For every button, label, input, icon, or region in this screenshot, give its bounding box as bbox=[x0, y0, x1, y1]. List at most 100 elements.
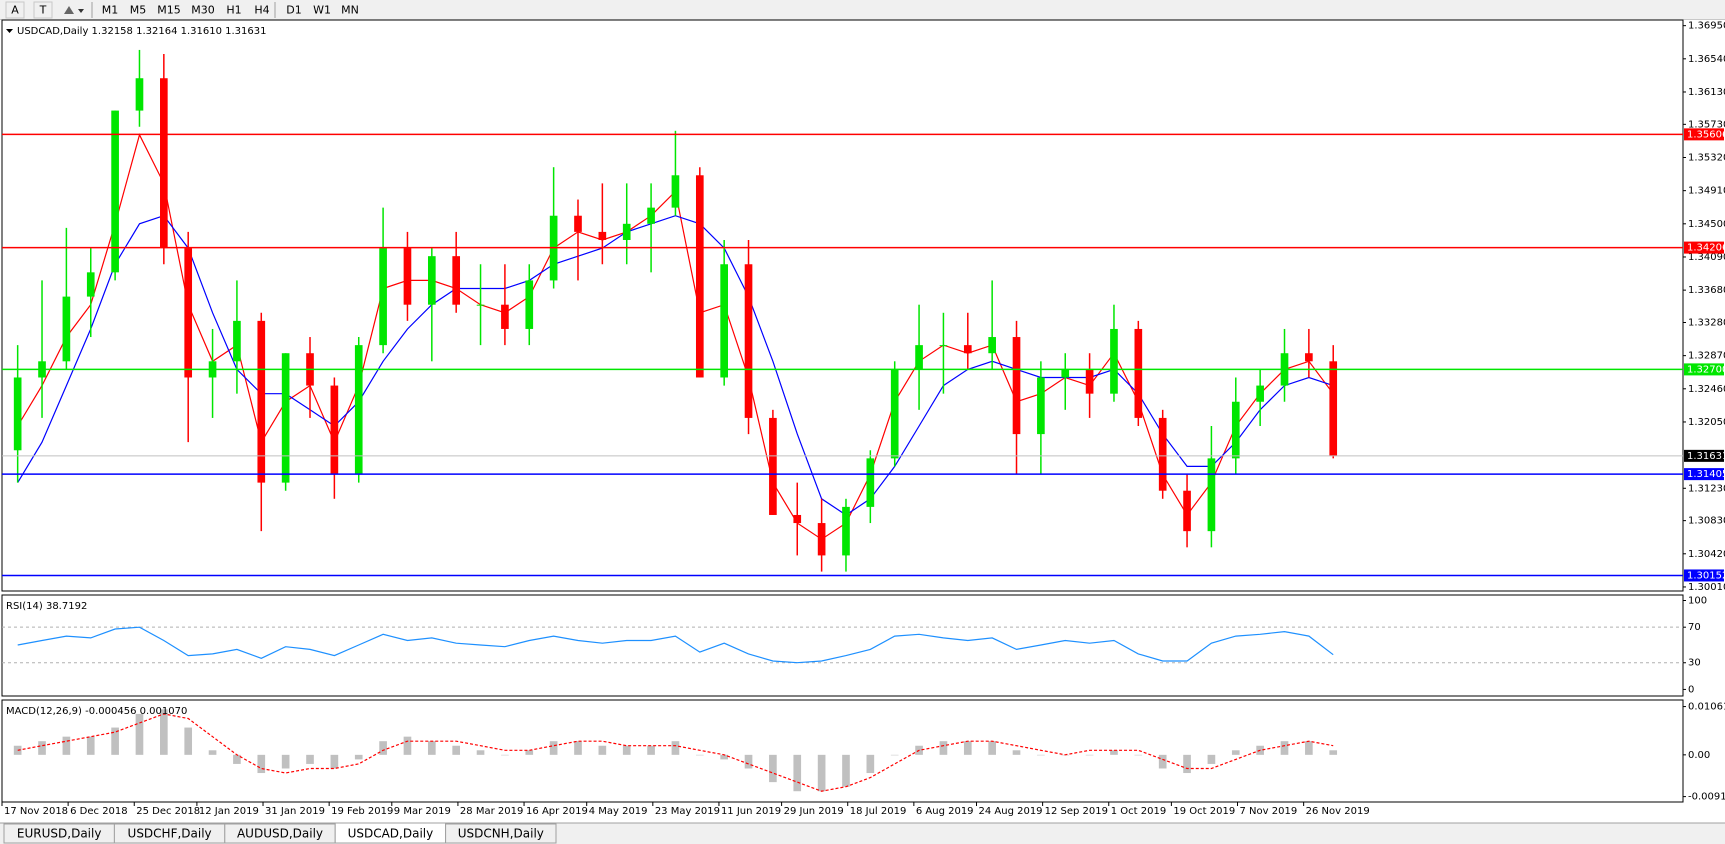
histogram-bar bbox=[281, 754, 290, 769]
histogram-bar bbox=[379, 741, 387, 755]
level-box bbox=[1684, 468, 1724, 481]
candle-body bbox=[1110, 328, 1118, 394]
histogram-bar bbox=[306, 754, 314, 764]
panel-frame bbox=[1, 594, 1684, 697]
candle-body bbox=[963, 345, 972, 354]
period-button[interactable]: D1 bbox=[286, 4, 301, 17]
histogram-bar bbox=[1134, 754, 1143, 756]
candle-body bbox=[233, 320, 241, 362]
histogram-bar bbox=[1012, 750, 1021, 755]
period-button[interactable]: M5 bbox=[130, 4, 147, 17]
histogram-bar bbox=[184, 727, 193, 755]
histogram-bar bbox=[1207, 754, 1216, 764]
y-tick-label: 100 bbox=[1688, 596, 1707, 607]
candle-body bbox=[160, 78, 168, 249]
tab-label[interactable]: USDCHF,Daily bbox=[128, 827, 212, 841]
candle-body bbox=[1061, 369, 1070, 378]
x-tick-label: 26 Nov 2019 bbox=[1306, 806, 1370, 817]
y-tick-label: 1.32460 bbox=[1688, 384, 1725, 395]
x-tick-label: 28 Mar 2019 bbox=[460, 806, 523, 817]
y-tick-label: 1.33680 bbox=[1688, 285, 1725, 296]
tool-label[interactable]: T bbox=[39, 4, 47, 17]
candle-body bbox=[988, 337, 996, 354]
y-tick-label: 1.35730 bbox=[1688, 119, 1725, 130]
histogram-bar bbox=[866, 754, 875, 774]
x-tick-label: 29 Jun 2019 bbox=[784, 806, 844, 817]
candle-body bbox=[257, 320, 266, 483]
tool-button[interactable] bbox=[5, 1, 25, 19]
y-tick-label: 1.36540 bbox=[1688, 54, 1725, 65]
toolbar bbox=[0, 0, 1725, 20]
y-tick-label: 1.34090 bbox=[1688, 252, 1725, 263]
level-box bbox=[1684, 241, 1724, 254]
period-button[interactable]: W1 bbox=[313, 4, 331, 17]
tool-label[interactable]: A bbox=[11, 4, 19, 17]
level-label: 1.34206 bbox=[1687, 243, 1725, 254]
period-button[interactable]: M30 bbox=[191, 4, 215, 17]
candle-body bbox=[720, 264, 728, 378]
period-button[interactable]: M1 bbox=[102, 4, 119, 17]
toolbar-items: A T M1 M5 M15 M30 H1 H4 D1 W1 MN bbox=[5, 1, 359, 19]
x-tick-label: 12 Jan 2019 bbox=[199, 806, 259, 817]
candle-body bbox=[915, 345, 923, 370]
candle-body bbox=[647, 207, 655, 224]
tab-label[interactable]: AUDUSD,Daily bbox=[237, 827, 323, 841]
plot bbox=[2, 626, 1683, 664]
histogram-bar bbox=[793, 754, 802, 792]
histogram-bar bbox=[135, 713, 144, 755]
histogram-bar bbox=[890, 754, 899, 756]
period-button[interactable]: H4 bbox=[254, 4, 269, 17]
period-button[interactable]: MN bbox=[341, 4, 359, 17]
candle-body bbox=[13, 377, 22, 451]
level-box bbox=[1684, 569, 1724, 582]
y-tick-label: 1.30010 bbox=[1688, 582, 1725, 593]
tab-label[interactable]: EURUSD,Daily bbox=[17, 827, 102, 841]
x-tick-label: 1 Oct 2019 bbox=[1111, 806, 1166, 817]
candle-body bbox=[1158, 417, 1167, 491]
period-button[interactable]: M15 bbox=[157, 4, 181, 17]
histogram-bar bbox=[647, 745, 655, 755]
candle-body bbox=[1207, 458, 1216, 532]
histogram-bar bbox=[769, 754, 777, 783]
histogram-bar bbox=[233, 754, 241, 764]
candle-body bbox=[501, 304, 509, 329]
tab[interactable] bbox=[445, 823, 557, 844]
histogram-bar bbox=[598, 745, 607, 755]
histogram-bar bbox=[1231, 750, 1240, 755]
histogram-bar bbox=[1305, 741, 1313, 755]
x-tick-label: 19 Feb 2019 bbox=[331, 806, 393, 817]
y-tick-label: 0.00 bbox=[1688, 750, 1710, 761]
tool-icon[interactable] bbox=[64, 6, 74, 14]
y-tick-label: 1.32050 bbox=[1688, 417, 1725, 428]
x-tick-label: 19 Oct 2019 bbox=[1173, 806, 1235, 817]
candle-body bbox=[184, 248, 193, 378]
y-tick-label: 0.010615 bbox=[1688, 702, 1725, 713]
histogram-bar bbox=[13, 745, 22, 755]
x-tick-label: 24 Aug 2019 bbox=[978, 806, 1042, 817]
title-arrow bbox=[6, 29, 13, 33]
histogram-bar bbox=[208, 750, 217, 755]
candle-body bbox=[354, 345, 363, 475]
histogram-bar bbox=[86, 736, 95, 755]
candle-body bbox=[403, 248, 412, 305]
tool-button[interactable] bbox=[33, 1, 53, 19]
x-tick-label: 12 Sep 2019 bbox=[1045, 806, 1108, 817]
tab-label[interactable]: USDCAD,Daily bbox=[348, 827, 434, 841]
y-tick-label: 1.30830 bbox=[1688, 516, 1725, 527]
histogram-bar bbox=[744, 754, 753, 769]
histogram-bar bbox=[1110, 750, 1118, 755]
panel-title: USDCAD,Daily 1.32158 1.32164 1.31610 1.3… bbox=[17, 26, 267, 37]
candle-body bbox=[793, 514, 802, 524]
candle-body bbox=[1329, 361, 1338, 456]
histogram-bar bbox=[501, 754, 509, 756]
level-label: 1.30152 bbox=[1687, 570, 1725, 581]
histogram-bar bbox=[62, 736, 71, 755]
y-tick-label: -0.009183 bbox=[1688, 792, 1725, 803]
histogram-bar bbox=[38, 741, 46, 755]
dropdown-arrow[interactable] bbox=[78, 9, 84, 13]
panel-frame bbox=[1, 699, 1684, 803]
x-tick-label: 23 May 2019 bbox=[655, 806, 720, 817]
tab-label[interactable]: USDCNH,Daily bbox=[458, 827, 544, 841]
period-button[interactable]: H1 bbox=[226, 4, 241, 17]
